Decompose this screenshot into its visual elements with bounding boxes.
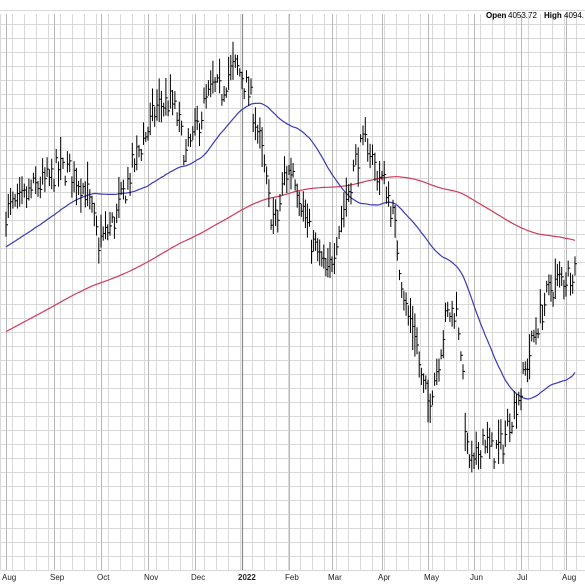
x-tick-label: Jul	[517, 573, 527, 582]
x-tick-label: Feb	[285, 573, 299, 582]
x-tick-label: Mar	[328, 573, 342, 582]
x-tick-label: Jun	[470, 573, 483, 582]
x-tick-label: Dec	[191, 573, 205, 582]
open-value: 4053.72	[508, 11, 537, 20]
ohlc-header: Open 4053.72 High 4094.	[486, 11, 584, 20]
x-tick-label: May	[424, 573, 439, 582]
x-axis-labels: Aug Sep Oct Nov Dec 2022 Feb Mar Apr May Jun Jul Aug	[2, 573, 576, 582]
grid-lines	[0, 10, 585, 571]
price-bars	[5, 41, 577, 473]
x-tick-label: Oct	[97, 573, 110, 582]
x-tick-label: Aug	[2, 573, 16, 582]
moving-average-line-long	[5, 176, 576, 333]
x-tick-label: Sep	[50, 573, 65, 582]
moving-average-short	[5, 102, 576, 400]
high-label: High	[544, 11, 562, 20]
x-tick-label: Nov	[144, 573, 158, 582]
moving-average-long	[5, 176, 576, 333]
high-value: 4094.	[564, 11, 584, 20]
open-label: Open	[486, 11, 507, 20]
moving-average-line-short	[5, 102, 576, 400]
x-tick-label: 2022	[238, 573, 256, 582]
x-tick-label: Apr	[378, 573, 391, 582]
x-tick-label: Aug	[562, 573, 576, 582]
